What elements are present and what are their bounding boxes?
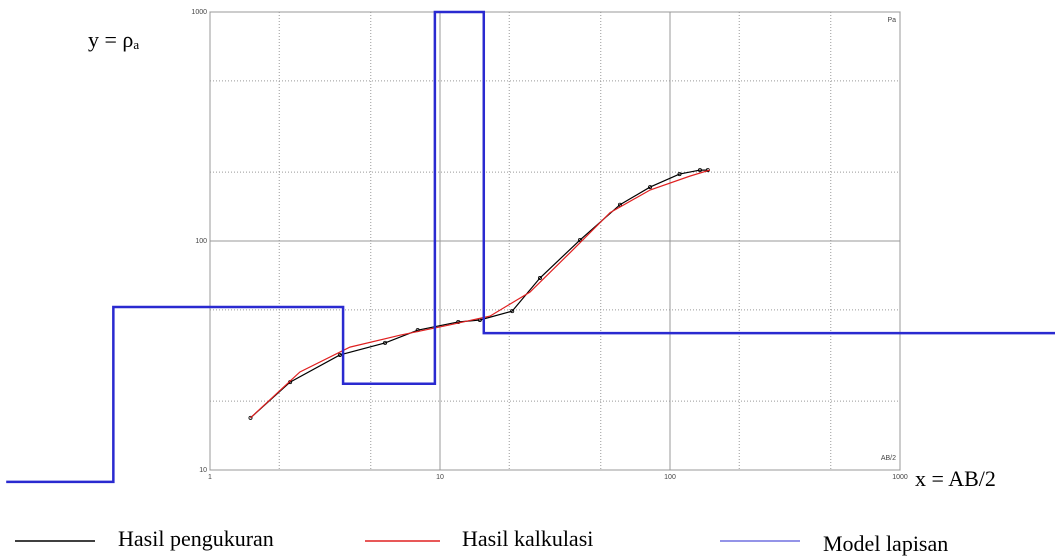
y-tick-label: 10 xyxy=(199,467,207,474)
data-point xyxy=(510,309,515,314)
legend-label: Hasil pengukuran xyxy=(118,526,274,551)
data-point xyxy=(617,202,622,207)
x-axis-label: x = AB/2 xyxy=(915,466,996,491)
inner-y-label: Pa xyxy=(887,17,896,24)
data-point xyxy=(248,415,253,420)
series-line xyxy=(250,169,708,419)
data-point xyxy=(537,276,542,281)
x-tick-label: 10 xyxy=(436,474,444,481)
x-tick-label: 100 xyxy=(664,474,676,481)
data-point xyxy=(577,238,582,243)
data-point xyxy=(337,352,342,357)
data-point xyxy=(697,168,702,173)
data-point xyxy=(677,172,682,177)
data-point xyxy=(648,185,653,190)
y-tick-label: 100 xyxy=(195,238,207,245)
x-tick-label: 1 xyxy=(208,474,212,481)
series-line xyxy=(6,10,1055,484)
series-line xyxy=(250,169,711,419)
legend-label: Model lapisan xyxy=(823,531,948,556)
legend-label: Hasil kalkulasi xyxy=(462,526,593,551)
y-tick-label: 1000 xyxy=(191,9,207,16)
inner-x-label: AB/2 xyxy=(881,455,896,462)
y-axis-label: y = ρₐ xyxy=(88,27,139,52)
x-tick-label: 1000 xyxy=(892,474,908,481)
data-point xyxy=(383,340,388,345)
